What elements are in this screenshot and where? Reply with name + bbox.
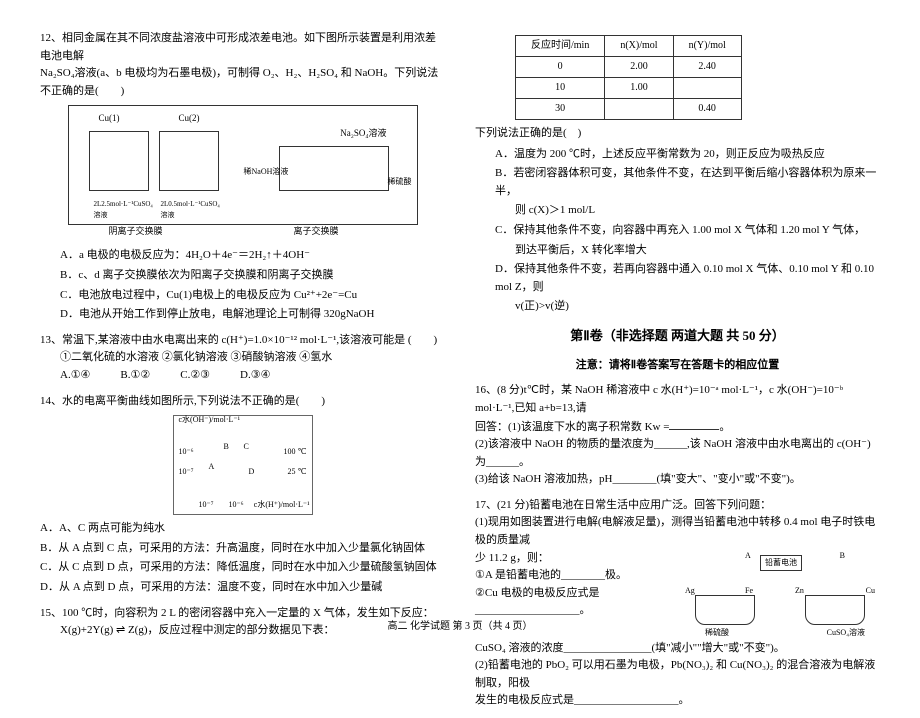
notice: 注意：请将Ⅱ卷答案写在答题卡的相应位置 <box>475 357 880 375</box>
b-label: B <box>840 550 845 563</box>
h2so4-label: 稀硫酸 <box>388 176 412 189</box>
electrolysis-diagram: Cu(1) Cu(2) Na₂SO₄溶液 稀NaOH溶液 稀硫酸 2L2.5mo… <box>68 105 418 225</box>
a-label: A <box>745 550 751 563</box>
cu2-label: Cu(2) <box>179 111 200 125</box>
cu: Cu <box>866 585 875 598</box>
xaxis: c水(H⁺)/mol·L⁻¹ <box>254 499 310 512</box>
ionization-graph: c水(OH⁻)/mol·L⁻¹ 10⁻⁶ 10⁻⁷ B A C D 100 ℃ … <box>173 415 313 515</box>
y2: 10⁻⁷ <box>179 466 194 479</box>
ion-mem: 离子交换膜 <box>294 224 339 238</box>
opt-a: A．A、C 两点可能为纯水 <box>40 520 445 538</box>
opt-d: D．电池从开始工作到停止放电，电解池理论上可制得 320gNaOH <box>60 306 445 324</box>
q17-sub1-3: CuSO₄ 溶液的浓度________________(填"减小""增大"或"不… <box>475 640 880 658</box>
x2: 10⁻⁶ <box>229 499 244 512</box>
question-16: 16、(8 分)t℃时，某 NaOH 稀溶液中 c 水(H⁺)=10⁻ᵃ mol… <box>475 382 880 489</box>
q-num: 12、 <box>40 32 62 44</box>
q-text: (21 分)铅蓄电池在日常生活中应用广泛。回答下列问题： <box>497 499 771 511</box>
opt-c2: 到达平衡后，X 转化率增大 <box>495 242 880 260</box>
left-column: 12、相同金属在其不同浓度盐溶液中可形成浓差电池。如下图所示装置是利用浓差电池电… <box>40 30 445 718</box>
y1: 10⁻⁶ <box>179 446 194 459</box>
opt-c: C．从 C 点到 D 点，可采用的方法：降低温度，同时在水中加入少量硫酸氢钠固体 <box>40 559 445 577</box>
opt-d: D.③④ <box>240 367 270 385</box>
blank <box>669 418 719 430</box>
yaxis: c水(OH⁻)/mol·L⁻¹ <box>179 414 241 427</box>
q-text: 常温下,某溶液中由水电离出来的 c(H⁺)=1.0×10⁻¹² mol·L⁻¹,… <box>62 334 437 346</box>
t1: 100 ℃ <box>284 446 307 459</box>
opt-b: B．c、d 离子交换膜依次为阳离子交换膜和阴离子交换膜 <box>60 267 445 285</box>
question-17: 17、(21 分)铅蓄电池在日常生活中应用广泛。回答下列问题： (1)现用如图装… <box>475 497 880 710</box>
opt-b: B.①② <box>120 367 150 385</box>
opt-b: B．若密闭容器体积可变，其他条件不变，在达到平衡后缩小容器体积为原来一半， <box>495 165 880 200</box>
q-text: 100 ℃时，向容积为 2 L 的密闭容器中充入一定量的 X 气体，发生如下反应… <box>62 607 434 619</box>
question-12: 12、相同金属在其不同浓度盐溶液中可形成浓差电池。如下图所示装置是利用浓差电池电… <box>40 30 445 324</box>
page-footer: 高二 化学试题 第 3 页（共 4 页） <box>0 619 920 635</box>
right-column: 反应时间/minn(X)/moln(Y)/mol 02.002.40 101.0… <box>475 30 880 718</box>
q-num: 13、 <box>40 334 62 346</box>
sol1-label: 2L2.5mol·L⁻¹CuSO₄溶液 <box>94 199 149 221</box>
q13-options: A.①④ B.①② C.②③ D.③④ <box>40 367 445 385</box>
th2: n(X)/mol <box>605 36 673 57</box>
th1: 反应时间/min <box>516 36 605 57</box>
opt-b: B．从 A 点到 C 点，可采用的方法：升高温度，同时在水中加入少量氯化钠固体 <box>40 540 445 558</box>
opt-a: A．温度为 200 ℃时，上述反应平衡常数为 20，则正反应为吸热反应 <box>495 146 880 164</box>
q-num: 15、 <box>40 607 62 619</box>
q-num: 14、 <box>40 395 62 407</box>
battery: 铅蓄电池 <box>760 555 802 572</box>
q16-text2: 回答：(1)该温度下水的离子积常数 Kw = <box>475 421 669 433</box>
zn: Zn <box>795 585 804 598</box>
anion-mem: 阴离子交换膜 <box>109 224 163 238</box>
section-2-title: 第Ⅱ卷（非选择题 两道大题 共 50 分） <box>475 326 880 347</box>
opt-c: C．电池放电过程中，Cu(1)电极上的电极反应为 Cu²⁺+2e⁻=Cu <box>60 287 445 305</box>
naoh-label: 稀NaOH溶液 <box>244 166 289 179</box>
opt-d2: v(正)>v(逆) <box>495 298 880 316</box>
opt-b2: 则 c(X)＞1 mol/L <box>495 202 880 220</box>
q17-sub2: (2)铅蓄电池的 PbO₂ 可以用石墨为电极，Pb(NO₃)₂ 和 Cu(NO₃… <box>475 657 880 692</box>
q-num: 16、 <box>475 384 497 396</box>
th3: n(Y)/mol <box>673 36 741 57</box>
q17-sub1: (1)现用如图装置进行电解(电解液足量)，测得当铅蓄电池中转移 0.4 mol … <box>475 514 880 549</box>
q-text: 水的电离平衡曲线如图所示,下列说法不正确的是( ) <box>62 395 325 407</box>
opt-d: D．保持其他条件不变，若再向容器中通入 0.10 mol X 气体、0.10 m… <box>495 261 880 296</box>
opt-c: C．保持其他条件不变，向容器中再充入 1.00 mol X 气体和 1.20 m… <box>495 222 880 240</box>
cu1-label: Cu(1) <box>99 111 120 125</box>
question-14: 14、水的电离平衡曲线如图所示,下列说法不正确的是( ) c水(OH⁻)/mol… <box>40 393 445 597</box>
x1: 10⁻⁷ <box>199 499 214 512</box>
q-num: 17、 <box>475 499 497 511</box>
ag: Ag <box>685 585 695 598</box>
q16-sub3: (3)给该 NaOH 溶液加热，pH________(填"变大"、"变小"或"不… <box>475 471 880 489</box>
q16-sub2: (2)该溶液中 NaOH 的物质的量浓度为______,该 NaOH 溶液中由水… <box>475 436 880 471</box>
q-text2: Na₂SO₄溶液(a、b 电极均为石墨电极)，可制得 O₂、H₂、H₂SO₄ 和… <box>40 65 445 100</box>
opt-c: C.②③ <box>180 367 210 385</box>
reaction-table: 反应时间/minn(X)/moln(Y)/mol 02.002.40 101.0… <box>515 35 742 120</box>
q15-options: A．温度为 200 ℃时，上述反应平衡常数为 20，则正反应为吸热反应 B．若密… <box>475 146 880 316</box>
opt-a: A.①④ <box>60 367 90 385</box>
na2so4-label: Na₂SO₄溶液 <box>340 126 386 140</box>
question-13: 13、常温下,某溶液中由水电离出来的 c(H⁺)=1.0×10⁻¹² mol·L… <box>40 332 445 385</box>
opt-a: A．a 电极的电极反应为：4H₂O＋4e⁻＝2H₂↑＋4OH⁻ <box>60 247 445 265</box>
q-text: 相同金属在其不同浓度盐溶液中可形成浓差电池。如下图所示装置是利用浓差电池电解 <box>40 32 436 62</box>
opt-d: D．从 A 点到 D 点，可采用的方法：温度不变，同时在水中加入少量碱 <box>40 579 445 597</box>
q15-lead: 下列说法正确的是( ) <box>475 125 880 143</box>
t2: 25 ℃ <box>288 466 307 479</box>
sol2-label: 2L0.5mol·L⁻¹CuSO₄溶液 <box>161 199 216 221</box>
q12-options: A．a 电极的电极反应为：4H₂O＋4e⁻＝2H₂↑＋4OH⁻ B．c、d 离子… <box>40 247 445 323</box>
q13-subs: ①二氧化硫的水溶液 ②氯化钠溶液 ③硝酸钠溶液 ④氢水 <box>40 349 445 367</box>
q-text: (8 分)t℃时，某 NaOH 稀溶液中 c 水(H⁺)=10⁻ᵃ mol·L⁻… <box>475 384 843 414</box>
q17-sub2b: 发生的电极反应式是___________________。 <box>475 692 880 710</box>
